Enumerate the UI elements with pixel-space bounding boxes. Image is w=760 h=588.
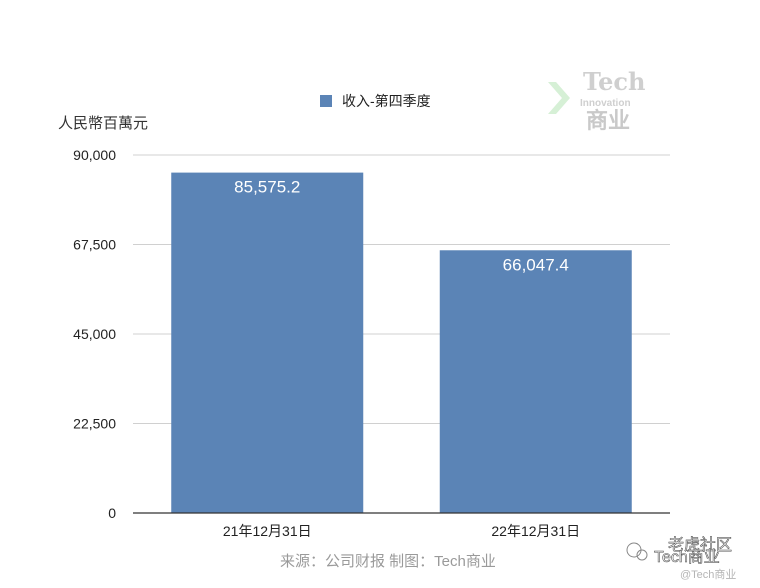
x-tick-label: 22年12月31日 xyxy=(491,523,580,539)
source-note: 来源：公司财报 制图：Tech商业 xyxy=(280,553,496,570)
data-labels: 85,575.2 66,047.4 xyxy=(234,178,569,275)
legend-swatch xyxy=(320,95,332,107)
y-tick-label: 45,000 xyxy=(73,326,116,342)
watermark-main: Tech商业 xyxy=(654,548,720,566)
tech-innovation-logo: Tech Innovation 商业 xyxy=(548,67,645,133)
x-tick-labels: 21年12月31日 22年12月31日 xyxy=(223,523,580,539)
bar xyxy=(439,250,632,513)
y-tick-label: 90,000 xyxy=(73,147,116,163)
y-tick-label: 22,500 xyxy=(73,416,116,432)
legend: 收入-第四季度 xyxy=(320,93,431,109)
watermark-community: 老虎社区 xyxy=(668,536,732,554)
logo-arrow-icon xyxy=(548,82,570,114)
x-tick-label: 21年12月31日 xyxy=(223,523,312,539)
legend-label: 收入-第四季度 xyxy=(342,93,431,109)
logo-line1: Tech xyxy=(583,67,645,96)
y-tick-labels: 0 22,500 45,000 67,500 90,000 xyxy=(73,147,116,521)
wechat-icon xyxy=(626,542,642,558)
bar xyxy=(171,172,364,513)
y-tick-label: 0 xyxy=(108,505,116,521)
y-tick-label: 67,500 xyxy=(73,237,116,253)
logo-line2: Innovation xyxy=(580,98,631,109)
watermark: 老虎社区 Tech商业 @Tech商业 xyxy=(626,536,736,581)
logo-line3: 商业 xyxy=(586,108,630,133)
watermark-handle: @Tech商业 xyxy=(680,567,736,581)
data-label: 85,575.2 xyxy=(234,178,300,197)
wechat-icon-bubble xyxy=(636,549,648,561)
data-label: 66,047.4 xyxy=(503,255,569,274)
y-axis-title: 人民幣百萬元 xyxy=(58,115,148,132)
bars xyxy=(171,172,632,513)
